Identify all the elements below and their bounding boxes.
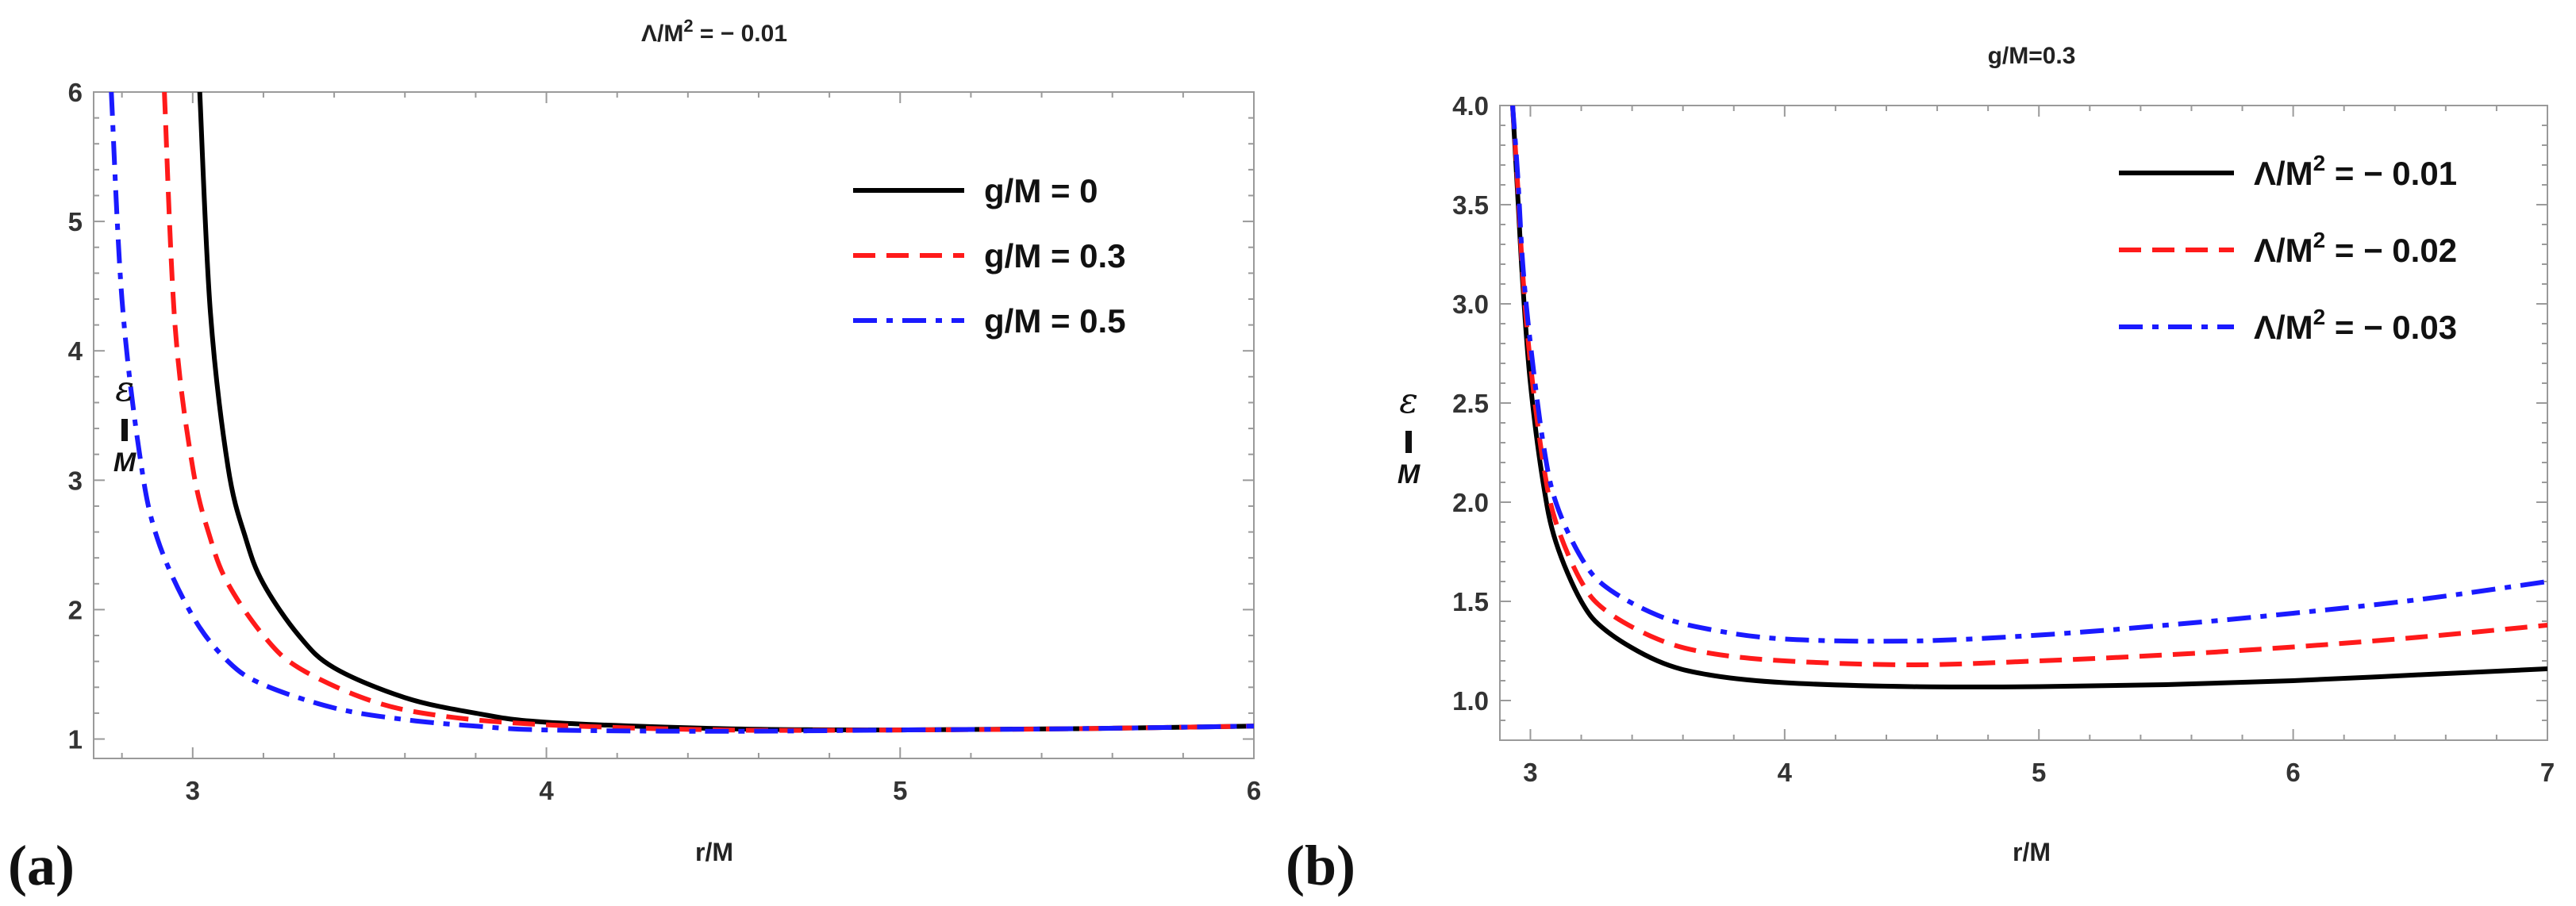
panel-b-series-1 <box>1510 106 2547 689</box>
panel-a-ytick-label: 3 <box>68 466 83 495</box>
panel-a-xtick-label: 3 <box>186 776 200 805</box>
panel-b-title: g/M=0.3 <box>1988 43 2076 69</box>
panel-b-ytick-label: 4.0 <box>1452 91 1489 121</box>
panel-a-legend-label-2: g/M = 0.3 <box>984 237 1126 274</box>
panel-a-legend-label-3: g/M = 0.5 <box>984 302 1126 340</box>
panel-a-ylabel-symbol: ε <box>115 369 134 409</box>
panel-b: 1.0 1.5 2.0 2.5 3.0 3.5 4.0 3 4 5 6 7 Λ/M2 = − 0.01 Λ… <box>1286 43 2555 897</box>
panel-a-plot-frame <box>93 91 1255 759</box>
panel-a-ytick-label: 6 <box>68 78 83 107</box>
panel-a-ylabel-denominator: M <box>113 447 136 478</box>
panel-a-ytick-label: 2 <box>68 595 83 624</box>
panel-a-series-2 <box>162 92 1254 733</box>
panel-b-xtick-label: 4 <box>1778 758 1793 787</box>
panel-b-ylabel-denominator: M <box>1398 459 1421 489</box>
panel-a-panel-label: (a) <box>8 834 75 897</box>
panel-a-legend-label-1: g/M = 0 <box>984 172 1098 209</box>
panel-b-xlabel: r/M <box>2013 838 2051 866</box>
panel-b-ytick-label: 1.5 <box>1452 587 1489 616</box>
panel-b-ytick-label: 1.0 <box>1452 686 1489 716</box>
panel-b-xtick-label: 6 <box>2286 758 2300 787</box>
panel-a-ytick-label: 4 <box>68 336 83 366</box>
panel-a-ytick-label: 5 <box>68 207 83 236</box>
panel-b-xtick-label: 5 <box>2032 758 2046 787</box>
panel-b-ytick-label: 2.0 <box>1452 488 1489 517</box>
panel-a-xtick-label: 6 <box>1247 776 1261 805</box>
panel-a: 1 2 3 4 5 6 3 4 5 6 g/M = 0 g/M = 0.3 g/M = 0.5 Λ/M2 … <box>8 16 1261 897</box>
panel-b-ytick-label: 3.5 <box>1452 190 1489 220</box>
panel-b-ylabel-fraction-bar <box>1405 431 1412 453</box>
panel-b-legend-label-2: Λ/M2 = − 0.02 <box>2254 228 2457 269</box>
panel-b-legend-label-1: Λ/M2 = − 0.01 <box>2254 151 2457 192</box>
panel-a-xlabel: r/M <box>695 838 733 866</box>
panel-b-xtick-label: 3 <box>1523 758 1537 787</box>
panel-b-plot-frame <box>1499 105 2548 741</box>
panel-b-ylabel-symbol: ε <box>1399 381 1418 421</box>
panel-b-panel-label: (b) <box>1286 834 1355 897</box>
panel-b-series-3 <box>1510 106 2547 644</box>
panel-b-ytick-label: 2.5 <box>1452 389 1489 418</box>
panel-b-legend-label-3: Λ/M2 = − 0.03 <box>2254 305 2457 346</box>
panel-a-title: Λ/M2 = − 0.01 <box>641 16 787 47</box>
panel-a-xtick-label: 5 <box>893 776 907 805</box>
panel-a-ytick-label: 1 <box>68 725 83 754</box>
panel-a-ylabel-fraction-bar <box>121 419 128 441</box>
panel-b-xtick-label: 7 <box>2540 758 2555 787</box>
panel-b-ytick-label: 3.0 <box>1452 290 1489 319</box>
panel-a-xtick-label: 4 <box>539 776 554 805</box>
panel-a-series-3 <box>109 92 1254 734</box>
